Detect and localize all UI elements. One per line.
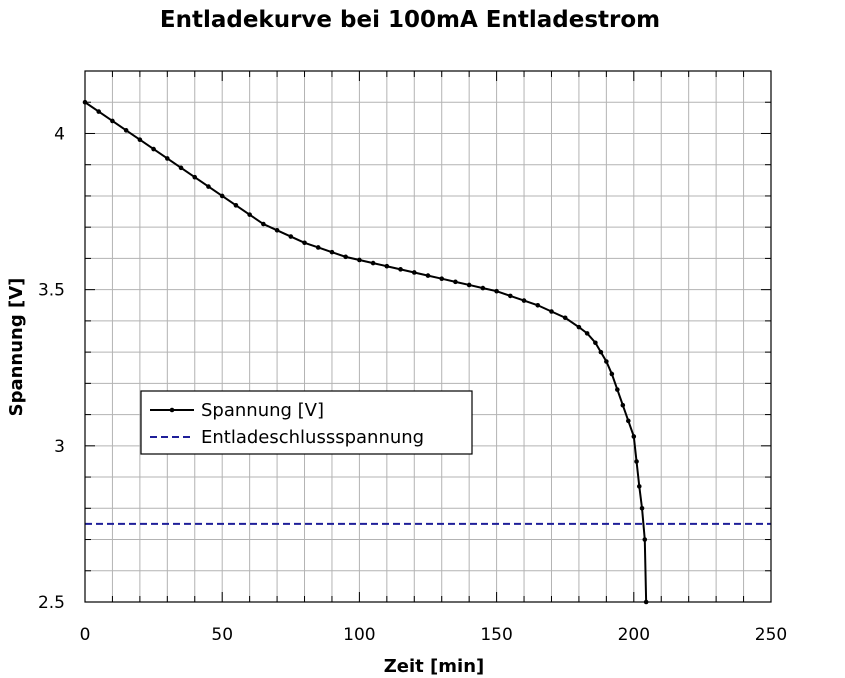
data-point: [151, 146, 156, 152]
data-point: [549, 309, 554, 314]
data-point: [384, 263, 390, 269]
data-point: [233, 203, 239, 208]
data-point: [137, 137, 143, 143]
data-point: [604, 359, 609, 364]
data-point: [494, 288, 499, 294]
data-point: [357, 257, 362, 263]
chart-title: Entladekurve bei 100mA Entladestrom: [160, 7, 660, 33]
x-tick-label: 100: [343, 625, 375, 645]
data-point: [302, 240, 307, 246]
data-point: [584, 331, 590, 336]
x-tick-label: 50: [211, 625, 233, 645]
data-point: [615, 387, 620, 392]
data-point: [620, 402, 626, 408]
data-point: [370, 260, 376, 266]
data-point: [453, 279, 458, 285]
data-point: [425, 273, 431, 278]
data-point: [466, 282, 472, 288]
legend: Spannung [V] Entladeschlussspannung: [140, 390, 473, 455]
data-point: [576, 324, 582, 330]
data-point: [535, 302, 541, 308]
x-axis-label: Zeit [min]: [384, 656, 485, 677]
y-tick-labels: 2.5 3 3.5 4: [38, 124, 65, 613]
y-tick-label: 3.5: [38, 281, 65, 301]
data-point: [593, 340, 598, 346]
legend-box: [140, 390, 473, 455]
plot-frame: [84, 70, 772, 603]
data-point: [288, 234, 294, 239]
data-point: [411, 270, 417, 275]
data-point: [598, 349, 604, 355]
data-point: [247, 212, 252, 217]
data-point: [329, 249, 335, 255]
data-point: [480, 285, 486, 291]
data-point: [642, 537, 648, 542]
y-tick-label: 3: [54, 437, 65, 457]
data-point: [219, 193, 225, 199]
data-point: [192, 174, 198, 180]
data-point: [631, 434, 637, 439]
legend-label-entladeschluss: Entladeschlussspannung: [201, 427, 424, 448]
legend-label-spannung: Spannung [V]: [201, 400, 324, 421]
data-point: [398, 267, 403, 272]
data-point: [609, 371, 615, 377]
grid: [84, 70, 772, 603]
series-group: [82, 99, 771, 605]
legend-marker-spannung: [169, 407, 175, 413]
data-point: [178, 165, 184, 171]
data-point: [639, 505, 645, 511]
data-point: [562, 315, 568, 321]
y-tick-label: 2.5: [38, 593, 65, 613]
axis-ticks: [84, 70, 772, 603]
data-point: [315, 245, 321, 250]
data-point: [123, 128, 129, 133]
data-point: [626, 418, 631, 424]
y-axis-label: Spannung [V]: [6, 278, 27, 417]
x-tick-label: 150: [480, 625, 512, 645]
data-point: [634, 459, 639, 464]
data-point: [508, 293, 513, 299]
data-point: [439, 276, 445, 282]
data-point: [110, 118, 115, 124]
data-point: [521, 298, 527, 303]
data-point: [165, 156, 170, 161]
data-point: [274, 228, 280, 233]
data-point: [206, 184, 211, 189]
x-tick-label: 250: [755, 625, 787, 645]
data-point: [96, 109, 102, 114]
x-tick-label: 0: [80, 625, 91, 645]
x-tick-label: 200: [618, 625, 650, 645]
x-tick-labels: 0 50 100 150 200 250: [80, 625, 788, 645]
y-tick-label: 4: [54, 124, 65, 144]
data-point: [261, 221, 266, 227]
data-point: [636, 484, 642, 489]
data-point: [343, 254, 348, 260]
